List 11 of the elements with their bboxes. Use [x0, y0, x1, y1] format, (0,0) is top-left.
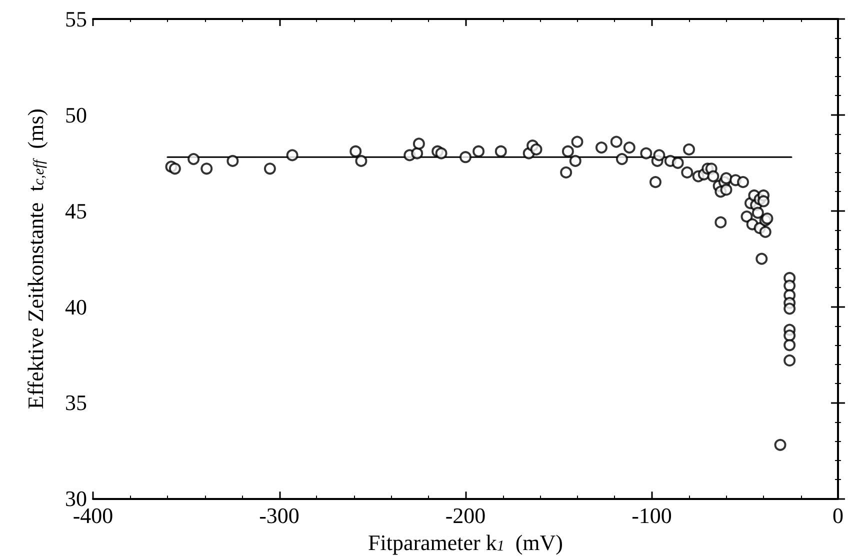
y-tick-label: 55 [65, 6, 87, 32]
x-tick-label: -300 [259, 503, 300, 528]
x-tick-label: 0 [832, 503, 844, 528]
x-tick-label: -100 [632, 503, 672, 528]
y-tick-label: 50 [65, 102, 87, 128]
x-tick-label: -200 [445, 503, 486, 528]
x-axis-title: Fitparameter k1 (mV) [368, 530, 564, 555]
y-tick-label: 35 [65, 390, 87, 416]
y-tick-label: 45 [65, 198, 87, 224]
y-tick-label: 40 [65, 294, 87, 320]
y-axis-title: Effektive Zeitkonstante tc,eff (ms) [23, 108, 48, 410]
